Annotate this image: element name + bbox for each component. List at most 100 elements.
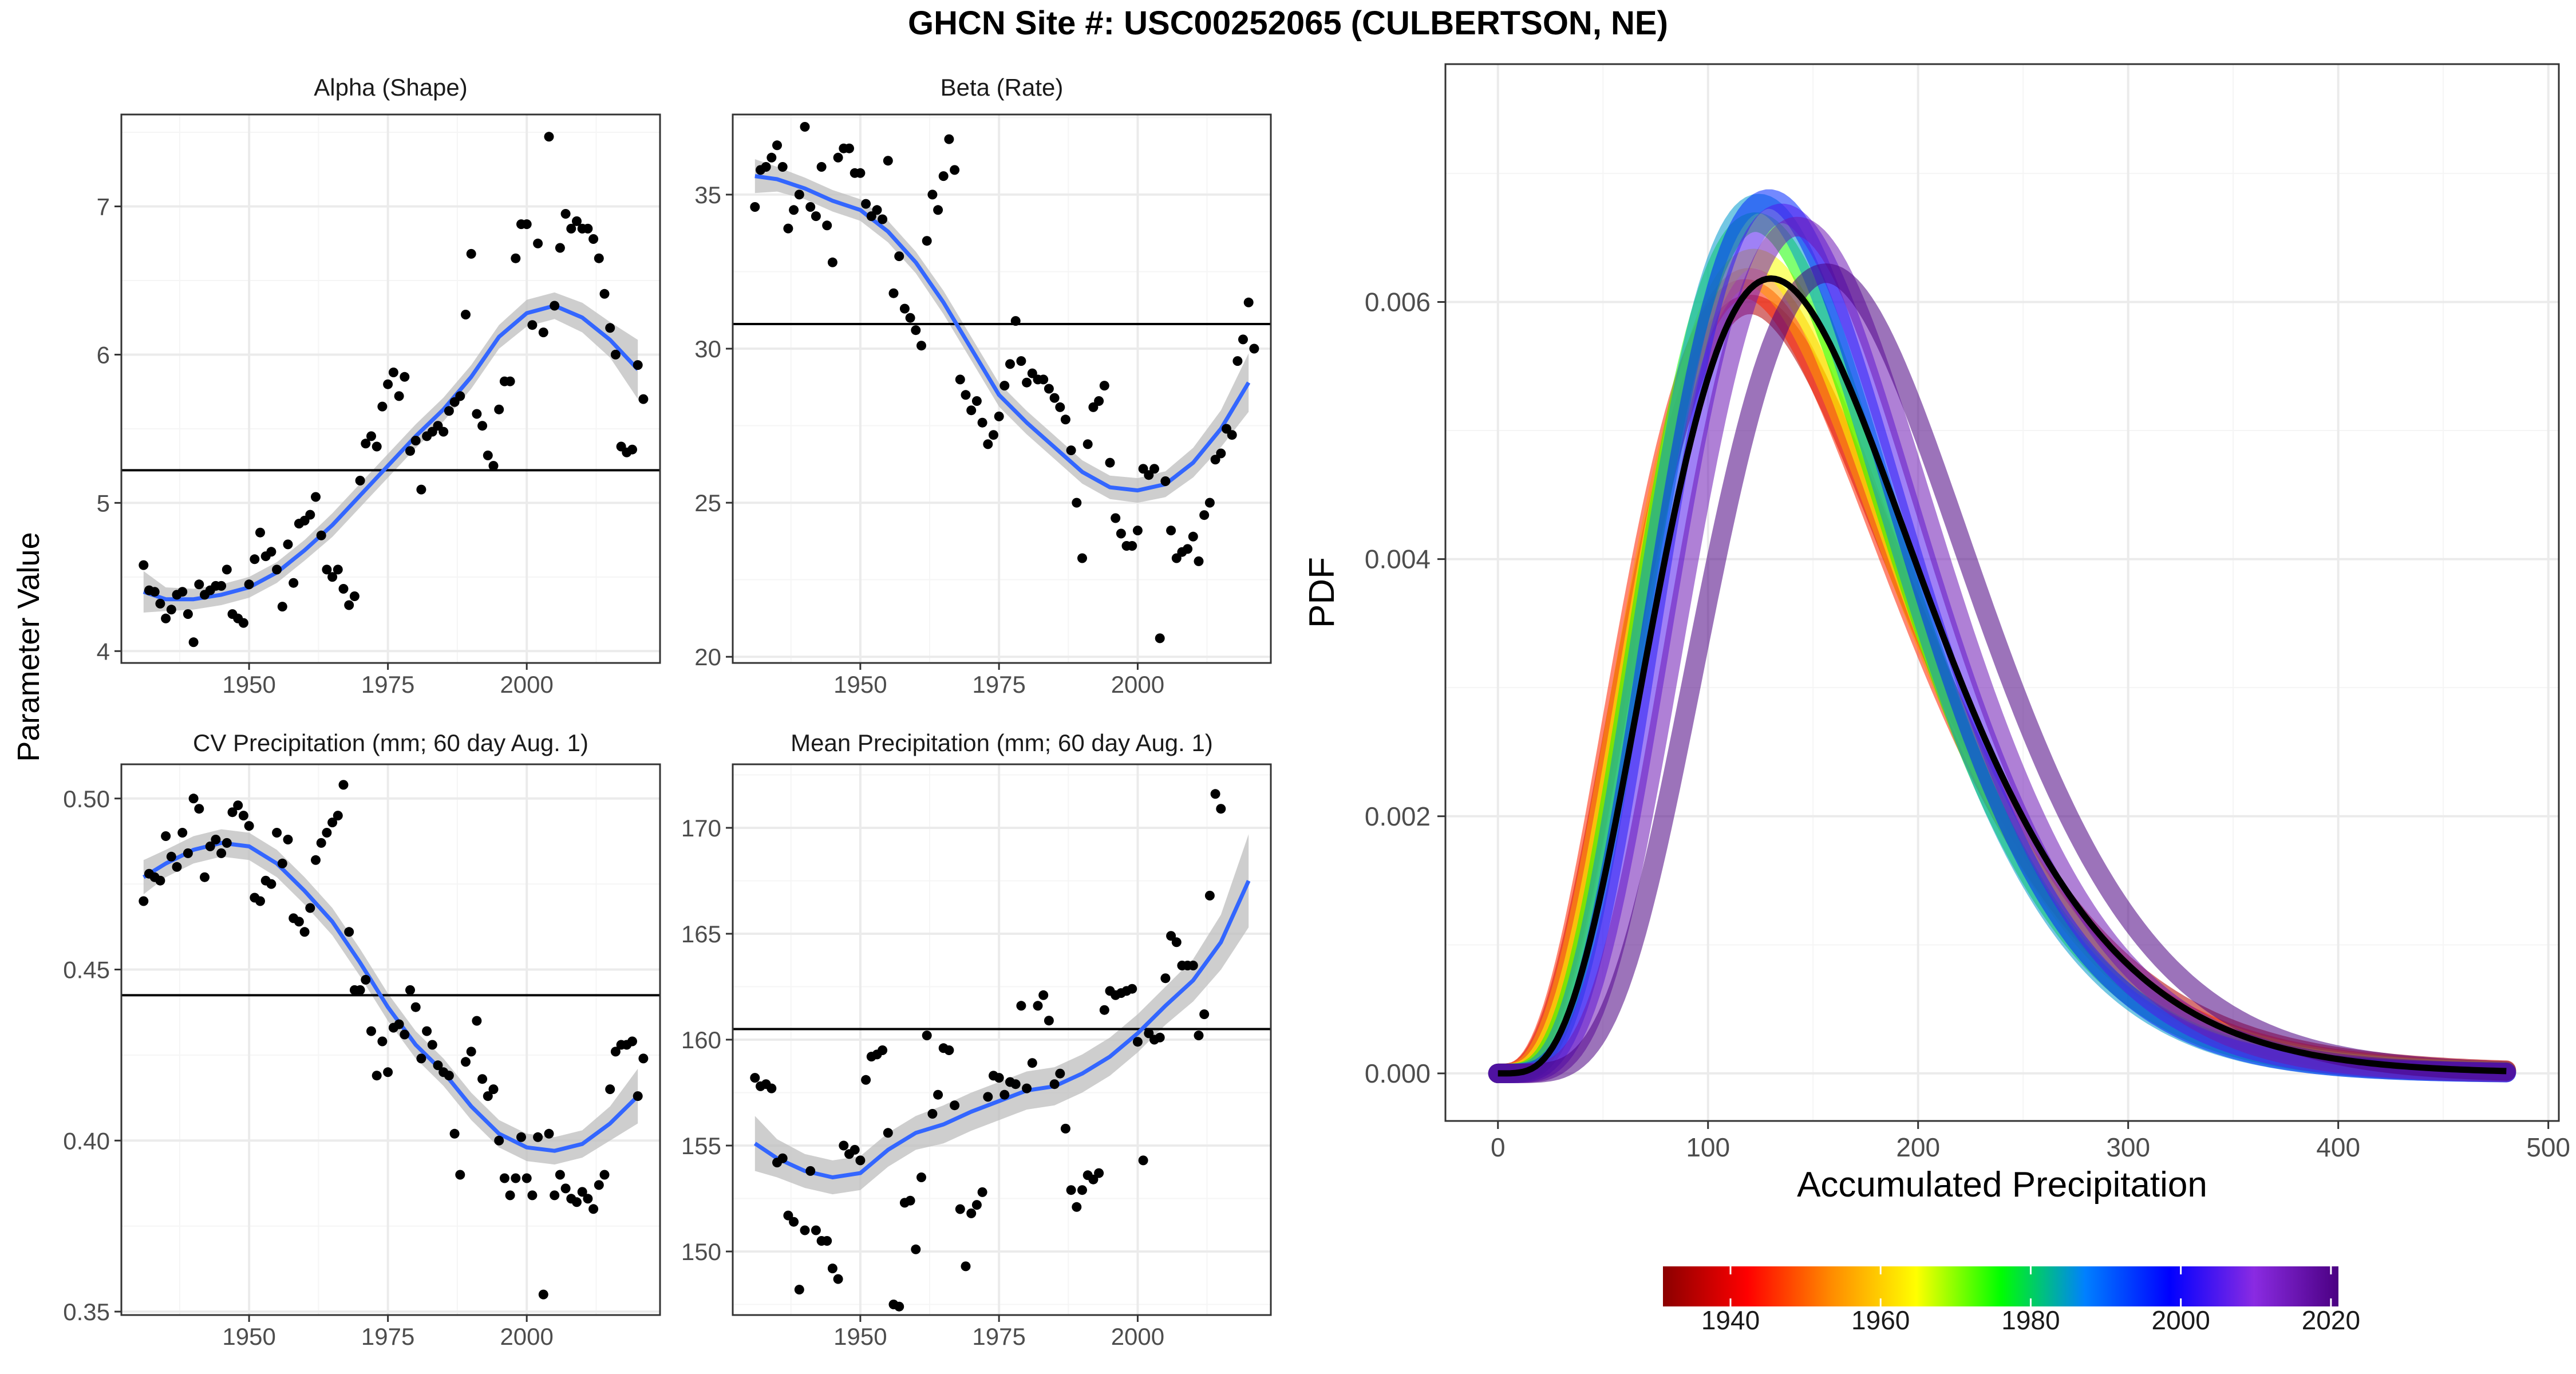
data-point (1016, 1001, 1026, 1011)
data-point (1149, 464, 1159, 474)
data-point (511, 253, 521, 263)
data-point (1105, 457, 1115, 468)
data-point (444, 406, 454, 416)
data-point (638, 1053, 649, 1064)
data-point (572, 216, 582, 226)
data-point (188, 637, 199, 647)
data-point (1033, 1001, 1043, 1011)
data-point (488, 461, 499, 471)
colorbar-tick-label: 1980 (2001, 1305, 2060, 1335)
data-point (1082, 439, 1093, 449)
y-tick-label: 6 (97, 341, 110, 368)
data-point (1094, 396, 1104, 406)
data-point (1016, 356, 1026, 366)
data-point (894, 251, 904, 262)
data-point (588, 234, 599, 244)
data-point (483, 1091, 493, 1101)
panel-title: CV Precipitation (mm; 60 day Aug. 1) (193, 729, 588, 756)
data-point (366, 1026, 376, 1036)
data-point (872, 205, 882, 215)
data-point (505, 376, 515, 386)
data-point (166, 851, 176, 862)
data-point (472, 409, 482, 419)
y-tick-label: 0.45 (63, 957, 110, 984)
data-point (633, 360, 643, 370)
data-point (800, 122, 810, 132)
data-point (605, 1084, 615, 1095)
colorbar-tick-label: 2000 (2151, 1305, 2210, 1335)
data-point (1183, 544, 1193, 554)
x-tick-label: 1950 (222, 671, 275, 698)
data-point (583, 223, 593, 234)
data-point (944, 134, 954, 144)
data-point (349, 591, 359, 601)
data-point (922, 236, 932, 246)
data-point (772, 140, 782, 151)
data-point (322, 828, 332, 838)
data-point (488, 1084, 499, 1095)
pdf-panel: 0 100 200 300 400 500 0.000 0.002 0.004 0.006 Accu… (1302, 63, 2570, 1205)
data-point (410, 436, 421, 446)
x-tick-label: 400 (2316, 1132, 2360, 1162)
y-tick-label: 20 (694, 643, 721, 670)
data-point (1038, 990, 1049, 1000)
data-point (433, 1060, 443, 1071)
data-point (955, 1204, 965, 1214)
data-point (1072, 498, 1082, 508)
data-point (538, 1289, 548, 1300)
data-point (850, 1144, 860, 1155)
data-point (894, 1301, 904, 1312)
data-point (944, 1045, 954, 1055)
data-point (1138, 464, 1148, 474)
data-point (1099, 381, 1109, 391)
data-point (377, 1036, 388, 1047)
data-point (516, 1132, 526, 1142)
data-point (605, 323, 615, 333)
data-point (1138, 1155, 1148, 1166)
data-point (1132, 1037, 1143, 1047)
data-point (822, 220, 832, 231)
data-point (333, 811, 343, 821)
data-point (994, 411, 1004, 421)
data-point (1210, 789, 1220, 799)
data-point (272, 828, 282, 838)
data-point (544, 132, 554, 142)
data-point (750, 202, 760, 212)
data-point (977, 417, 987, 428)
data-point (400, 372, 410, 382)
y-tick-label: 30 (694, 335, 721, 362)
data-point (594, 1180, 604, 1190)
panel-title: Mean Precipitation (mm; 60 day Aug. 1) (791, 729, 1213, 756)
data-point (183, 848, 193, 858)
data-point (416, 484, 426, 495)
data-point (461, 1057, 471, 1067)
y-tick-label: 165 (681, 921, 721, 947)
x-tick-label: 1975 (972, 1323, 1025, 1350)
data-point (1238, 334, 1248, 345)
data-point (527, 1190, 538, 1201)
data-point (783, 223, 793, 234)
data-point (366, 431, 376, 441)
data-point (311, 492, 321, 502)
panel-title: Beta (Rate) (941, 74, 1064, 101)
y-tick-label: 150 (681, 1238, 721, 1265)
data-point (527, 320, 538, 330)
data-point (377, 401, 388, 412)
data-point (277, 602, 287, 612)
data-point (188, 793, 199, 804)
data-point (855, 168, 866, 178)
data-point (155, 598, 165, 609)
data-point (1204, 498, 1215, 508)
x-tick-label: 1950 (833, 671, 887, 698)
year-colorbar: 1940 1960 1980 2000 2020 (1663, 1266, 2360, 1335)
data-point (971, 396, 982, 406)
data-point (266, 879, 276, 889)
data-point (394, 391, 404, 401)
data-point (139, 560, 149, 570)
data-point (394, 1019, 404, 1029)
data-point (911, 325, 921, 335)
data-point (544, 1128, 554, 1139)
confidence-band (754, 834, 1249, 1195)
x-tick-label: 2000 (500, 671, 553, 698)
